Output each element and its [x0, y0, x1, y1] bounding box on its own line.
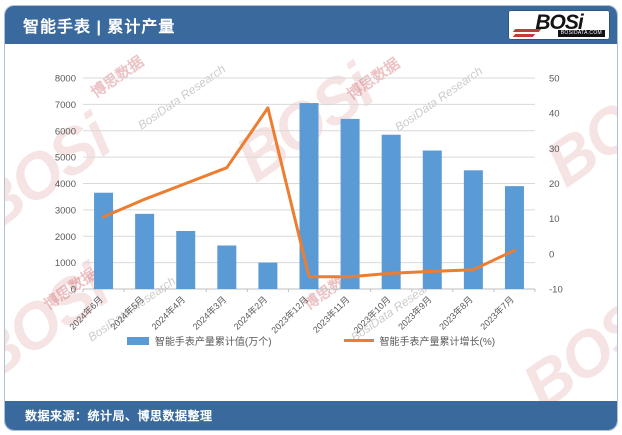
left-axis-tick: 8000 — [55, 74, 76, 85]
bar — [381, 134, 401, 289]
right-axis-tick: 0 — [549, 249, 554, 260]
bar — [463, 170, 483, 289]
bosi-logo: BOSi BOSIDATA.COM — [508, 10, 610, 40]
chart-area: 0 1000 2000 3000 4000 5000 6000 7000 8000 -10 0 10 2… — [5, 44, 617, 379]
left-axis-tick: 1000 — [55, 258, 76, 269]
x-axis-label: 2024年2月 — [231, 294, 269, 332]
bar — [504, 186, 524, 289]
growth-line — [102, 106, 516, 279]
bar — [176, 230, 196, 289]
logo-stripe-icon — [512, 34, 536, 37]
chart-canvas: 0 1000 2000 3000 4000 5000 6000 7000 8000 -10 0 10 2… — [35, 62, 617, 379]
left-axis-tick: 3000 — [55, 205, 76, 216]
footer-bar: 数据来源：统计局、博思数据整理 — [5, 401, 617, 430]
x-axis-label: 2023年8月 — [437, 294, 475, 332]
line-series-swatch — [343, 338, 374, 343]
bar — [94, 192, 114, 289]
right-axis-tick: 30 — [549, 144, 560, 155]
report-card: BOSi BOSi BOSi BOSi BOSi 博思数据 博思数据 博思数据 … — [4, 5, 618, 431]
x-axis-label: 2023年9月 — [395, 294, 433, 332]
bar-series-label: 智能手表产量累计值(万个) — [154, 337, 272, 348]
bar — [217, 245, 237, 289]
data-source-text: 数据来源：统计局、博思数据整理 — [25, 409, 213, 423]
left-axis-tick: 5000 — [55, 153, 76, 164]
logo-brand-text: BOSi — [535, 10, 583, 34]
left-axis-tick: 7000 — [55, 100, 76, 111]
x-axis-label: 2023年11月 — [310, 294, 351, 335]
bar — [258, 262, 278, 289]
bar — [340, 118, 360, 289]
left-axis-tick: 0 — [71, 285, 76, 296]
right-axis-tick: 10 — [549, 214, 560, 225]
bar — [422, 150, 442, 289]
page-title: 智能手表 | 累计产量 — [23, 19, 176, 36]
legend-item-line: 智能手表产量累计增长(%) — [343, 333, 496, 348]
x-axis-label: 2024年5月 — [108, 294, 146, 332]
left-axis-tick: 2000 — [55, 232, 76, 243]
line-series-label: 智能手表产量累计增长(%) — [379, 337, 496, 348]
right-axis-tick: 50 — [549, 74, 560, 85]
left-axis-tick: 6000 — [55, 126, 76, 137]
x-axis-label: 2024年3月 — [190, 294, 228, 332]
header-bar: 智能手表 | 累计产量 BOSi BOSIDATA.COM — [5, 6, 617, 44]
bar-series-swatch — [126, 336, 149, 345]
logo-stripe-icon — [512, 29, 542, 32]
x-axis-label: 2024年4月 — [149, 294, 187, 332]
legend-item-bars: 智能手表产量累计值(万个) — [126, 333, 272, 348]
x-axis-label: 2024年6月 — [67, 294, 105, 332]
right-axis-tick: -10 — [549, 285, 563, 296]
left-axis-tick: 4000 — [55, 179, 76, 190]
chart-legend: 智能手表产量累计值(万个) 智能手表产量累计增长(%) — [5, 333, 617, 348]
bar — [135, 213, 155, 289]
x-axis-label: 2023年10月 — [351, 294, 393, 336]
x-axis-label: 2023年7月 — [478, 294, 516, 332]
x-axis-label: 2023年12月 — [269, 294, 311, 336]
logo-site-text: BOSIDATA.COM — [557, 30, 605, 37]
bar — [299, 103, 319, 290]
right-axis-tick: 20 — [549, 179, 560, 190]
right-axis-tick: 40 — [549, 109, 560, 120]
